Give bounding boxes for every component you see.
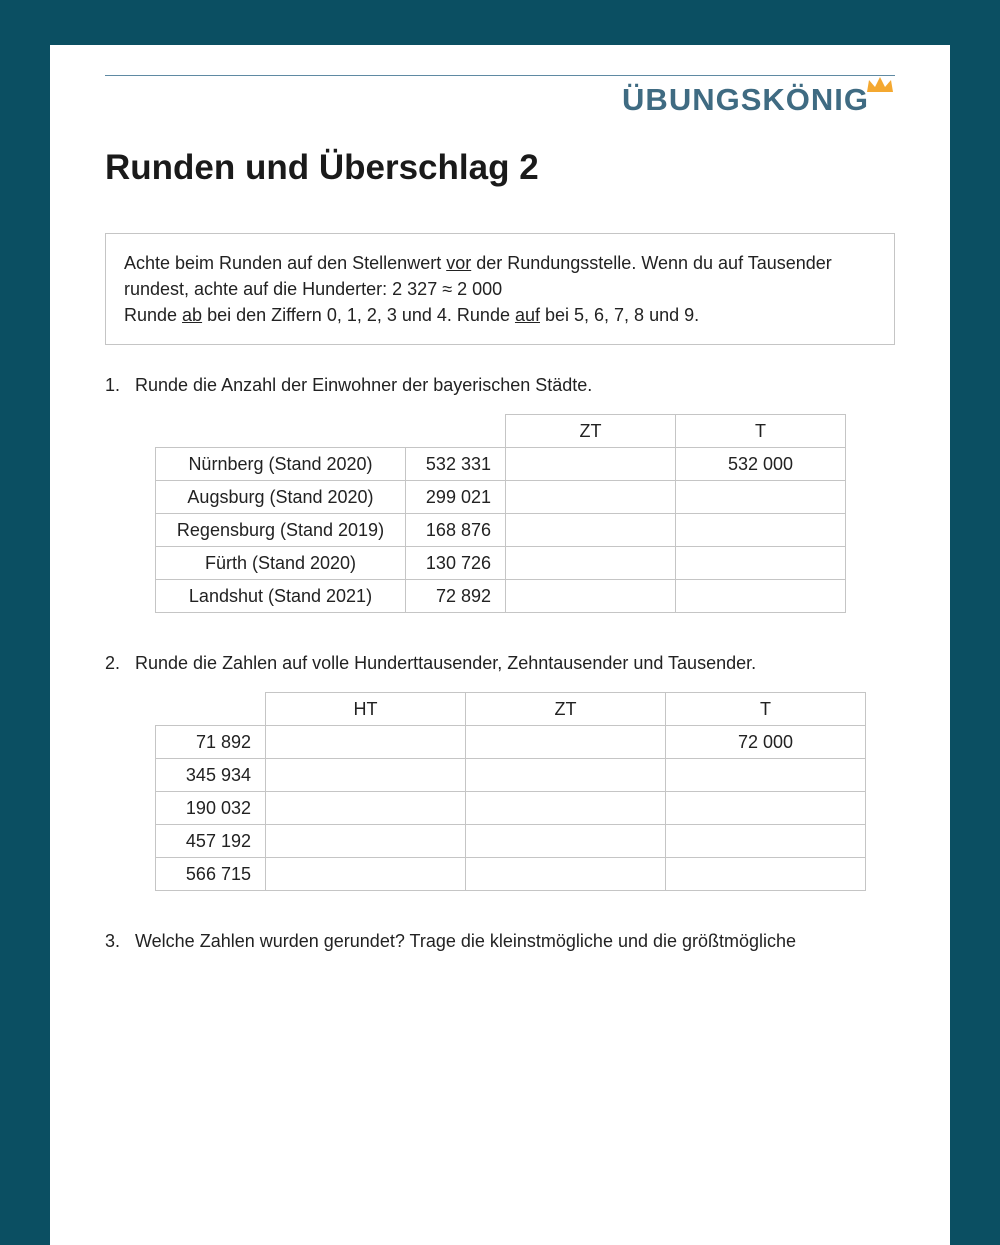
cell-zt xyxy=(506,481,676,514)
info-line2-u2: auf xyxy=(515,305,540,325)
cell-n: 345 934 xyxy=(156,759,266,792)
question-2-text: Runde die Zahlen auf volle Hunderttausen… xyxy=(135,653,756,674)
cell-t xyxy=(676,547,846,580)
worksheet-page: ÜBUNGSKÖNIG Runden und Überschlag 2 Acht… xyxy=(50,45,950,1245)
cell-zt xyxy=(466,858,666,891)
cell-t xyxy=(666,759,866,792)
cell-zt xyxy=(506,514,676,547)
table-row: 566 715 xyxy=(156,858,866,891)
info-line2-pre: Runde xyxy=(124,305,182,325)
cell-t xyxy=(666,858,866,891)
cell-t xyxy=(666,792,866,825)
table-row: ZT T xyxy=(156,415,846,448)
cell-city: Landshut (Stand 2021) xyxy=(156,580,406,613)
cell-ht xyxy=(266,858,466,891)
cell-ht xyxy=(266,792,466,825)
page-title: Runden und Überschlag 2 xyxy=(105,148,895,188)
cell-zt xyxy=(466,825,666,858)
cell-pop: 299 021 xyxy=(406,481,506,514)
cell-pop: 130 726 xyxy=(406,547,506,580)
table-row: 71 892 72 000 xyxy=(156,726,866,759)
cell-pop: 72 892 xyxy=(406,580,506,613)
table-2: HT ZT T 71 892 72 000 345 934 190 032 45… xyxy=(155,692,866,891)
cell-pop: 168 876 xyxy=(406,514,506,547)
cell-ht xyxy=(266,825,466,858)
table-1: ZT T Nürnberg (Stand 2020) 532 331 532 0… xyxy=(155,414,846,613)
table-1-header-zt: ZT xyxy=(506,415,676,448)
info-line2-mid: bei den Ziffern 0, 1, 2, 3 und 4. Runde xyxy=(202,305,515,325)
cell-n: 457 192 xyxy=(156,825,266,858)
cell-zt xyxy=(466,792,666,825)
info-box: Achte beim Runden auf den Stellenwert vo… xyxy=(105,233,895,345)
cell-n: 71 892 xyxy=(156,726,266,759)
info-line1-underline: vor xyxy=(446,253,471,273)
logo-text: ÜBUNGSKÖNIG xyxy=(622,82,869,118)
table-2-header-t: T xyxy=(666,693,866,726)
cell-city: Nürnberg (Stand 2020) xyxy=(156,448,406,481)
question-3-text: Welche Zahlen wurden gerundet? Trage die… xyxy=(135,931,796,952)
table-2-header-ht: HT xyxy=(266,693,466,726)
table-row: 457 192 xyxy=(156,825,866,858)
info-line2-post: bei 5, 6, 7, 8 und 9. xyxy=(540,305,699,325)
cell-n: 566 715 xyxy=(156,858,266,891)
question-1-text: Runde die Anzahl der Einwohner der bayer… xyxy=(135,375,592,396)
question-2: 2. Runde die Zahlen auf volle Hunderttau… xyxy=(105,653,895,674)
cell-zt xyxy=(466,726,666,759)
table-row: 345 934 xyxy=(156,759,866,792)
cell-ht xyxy=(266,759,466,792)
cell-t xyxy=(666,825,866,858)
cell-t: 72 000 xyxy=(666,726,866,759)
cell-t xyxy=(676,514,846,547)
question-3: 3. Welche Zahlen wurden gerundet? Trage … xyxy=(105,931,895,952)
info-line1-pre: Achte beim Runden auf den Stellenwert xyxy=(124,253,446,273)
cell-n: 190 032 xyxy=(156,792,266,825)
info-line2-u1: ab xyxy=(182,305,202,325)
question-3-number: 3. xyxy=(105,931,121,952)
table-row: 190 032 xyxy=(156,792,866,825)
cell-zt xyxy=(506,547,676,580)
question-1-number: 1. xyxy=(105,375,121,396)
cell-ht xyxy=(266,726,466,759)
cell-city: Augsburg (Stand 2020) xyxy=(156,481,406,514)
table-row: Landshut (Stand 2021) 72 892 xyxy=(156,580,846,613)
cell-pop: 532 331 xyxy=(406,448,506,481)
table-2-header-zt: ZT xyxy=(466,693,666,726)
cell-zt xyxy=(466,759,666,792)
cell-zt xyxy=(506,448,676,481)
table-row: Augsburg (Stand 2020) 299 021 xyxy=(156,481,846,514)
question-1: 1. Runde die Anzahl der Einwohner der ba… xyxy=(105,375,895,396)
crown-icon xyxy=(865,74,895,94)
top-rule xyxy=(105,75,895,76)
table-row: Fürth (Stand 2020) 130 726 xyxy=(156,547,846,580)
table-row: Regensburg (Stand 2019) 168 876 xyxy=(156,514,846,547)
table-row: HT ZT T xyxy=(156,693,866,726)
table-row: Nürnberg (Stand 2020) 532 331 532 000 xyxy=(156,448,846,481)
logo: ÜBUNGSKÖNIG xyxy=(622,82,895,118)
header-row: ÜBUNGSKÖNIG xyxy=(105,82,895,118)
cell-t: 532 000 xyxy=(676,448,846,481)
cell-zt xyxy=(506,580,676,613)
cell-city: Fürth (Stand 2020) xyxy=(156,547,406,580)
table-1-header-t: T xyxy=(676,415,846,448)
cell-city: Regensburg (Stand 2019) xyxy=(156,514,406,547)
cell-t xyxy=(676,481,846,514)
question-2-number: 2. xyxy=(105,653,121,674)
cell-t xyxy=(676,580,846,613)
